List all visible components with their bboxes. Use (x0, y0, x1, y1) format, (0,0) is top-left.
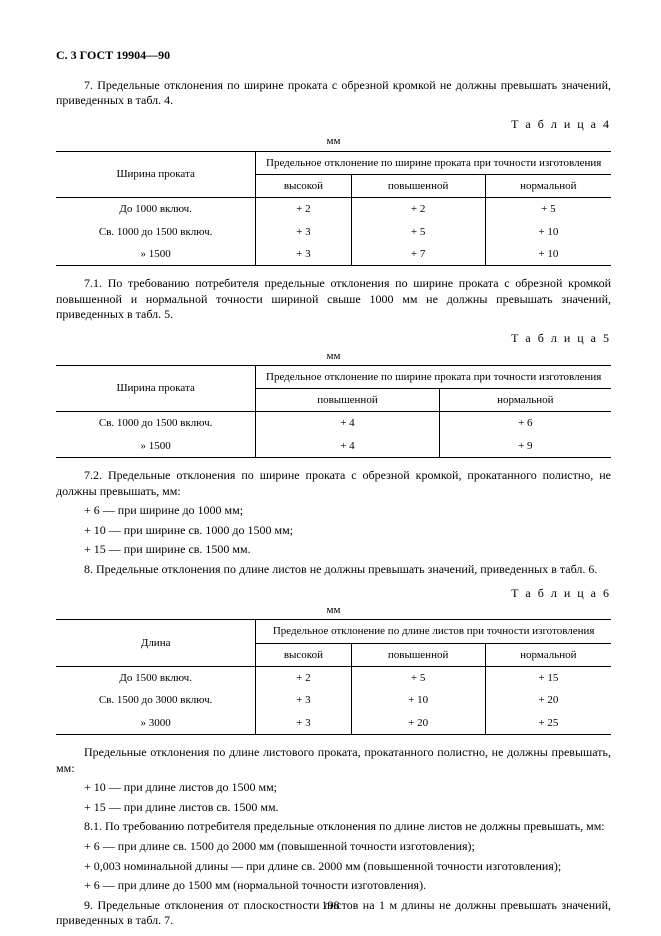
table-row: » 1500 (56, 243, 256, 266)
table-row: » 1500 (56, 435, 256, 458)
cell: + 20 (351, 712, 485, 735)
cell: + 5 (351, 221, 485, 243)
cell: + 2 (351, 198, 485, 221)
t6-col2: повышенной (351, 643, 485, 666)
cell: + 2 (256, 198, 351, 221)
cell: + 2 (256, 667, 351, 690)
table6-mm: мм (56, 603, 611, 617)
t6-rowhead: Длина (56, 620, 256, 667)
table4-label: Т а б л и ц а 4 (56, 117, 611, 133)
page: С. 3 ГОСТ 19904—90 7. Предельные отклоне… (0, 0, 661, 936)
cell: + 10 (351, 689, 485, 711)
para-7-2: 7.2. Предельные отклонения по ширине про… (56, 468, 611, 499)
table-row: Св. 1000 до 1500 включ. (56, 412, 256, 435)
t6-col1: высокой (256, 643, 351, 666)
table-row: Св. 1500 до 3000 включ. (56, 689, 256, 711)
cell: + 10 (485, 221, 611, 243)
t6-suphead: Предельное отклонение по длине листов пр… (256, 620, 611, 643)
para-after6-a: Предельные отклонения по длине листового… (56, 745, 611, 776)
table-6: Длина Предельное отклонение по длине лис… (56, 619, 611, 734)
para-8: 8. Предельные отклонения по длине листов… (56, 562, 611, 578)
cell: + 3 (256, 689, 351, 711)
t5-suphead: Предельное отклонение по ширине проката … (256, 365, 611, 388)
cell: + 4 (256, 412, 439, 435)
cell: + 7 (351, 243, 485, 266)
table-row: До 1500 включ. (56, 667, 256, 690)
cell: + 3 (256, 243, 351, 266)
cell: + 4 (256, 435, 439, 458)
t4-col3: нормальной (485, 174, 611, 197)
table-row: До 1000 включ. (56, 198, 256, 221)
table5-mm: мм (56, 349, 611, 363)
para-8-1-b: + 6 — при длине св. 1500 до 2000 мм (пов… (56, 839, 611, 855)
para-7: 7. Предельные отклонения по ширине прока… (56, 78, 611, 109)
para-8-1-c: + 0,003 номинальной длины — при длине св… (56, 859, 611, 875)
t5-rowhead: Ширина проката (56, 365, 256, 412)
table4-mm: мм (56, 134, 611, 148)
para-7-2-c: + 10 — при ширине св. 1000 до 1500 мм; (56, 523, 611, 539)
para-after6-b: + 10 — при длине листов до 1500 мм; (56, 780, 611, 796)
t4-rowhead: Ширина проката (56, 151, 256, 198)
para-8-1-a: 8.1. По требованию потребителя предельны… (56, 819, 611, 835)
table-4: Ширина проката Предельное отклонение по … (56, 151, 611, 266)
table6-label: Т а б л и ц а 6 (56, 586, 611, 602)
table5-label: Т а б л и ц а 5 (56, 331, 611, 347)
cell: + 10 (485, 243, 611, 266)
para-after6-c: + 15 — при длине листов св. 1500 мм. (56, 800, 611, 816)
cell: + 25 (485, 712, 611, 735)
t5-col1: повышенной (256, 389, 439, 412)
para-7-2-d: + 15 — при ширине св. 1500 мм. (56, 542, 611, 558)
para-7-2-b: + 6 — при ширине до 1000 мм; (56, 503, 611, 519)
t4-suphead: Предельное отклонение по ширине проката … (256, 151, 611, 174)
cell: + 3 (256, 221, 351, 243)
t5-col2: нормальной (439, 389, 611, 412)
t4-col2: повышенной (351, 174, 485, 197)
para-8-1-d: + 6 — при длине до 1500 мм (нормальной т… (56, 878, 611, 894)
t4-col1: высокой (256, 174, 351, 197)
cell: + 5 (485, 198, 611, 221)
table-row: » 3000 (56, 712, 256, 735)
table-5: Ширина проката Предельное отклонение по … (56, 365, 611, 458)
t6-col3: нормальной (485, 643, 611, 666)
cell: + 9 (439, 435, 611, 458)
cell: + 15 (485, 667, 611, 690)
cell: + 3 (256, 712, 351, 735)
para-7-1: 7.1. По требованию потребителя предельны… (56, 276, 611, 323)
table-row: Св. 1000 до 1500 включ. (56, 221, 256, 243)
page-number: 198 (0, 898, 661, 914)
cell: + 6 (439, 412, 611, 435)
cell: + 5 (351, 667, 485, 690)
cell: + 20 (485, 689, 611, 711)
page-header: С. 3 ГОСТ 19904—90 (56, 48, 611, 64)
